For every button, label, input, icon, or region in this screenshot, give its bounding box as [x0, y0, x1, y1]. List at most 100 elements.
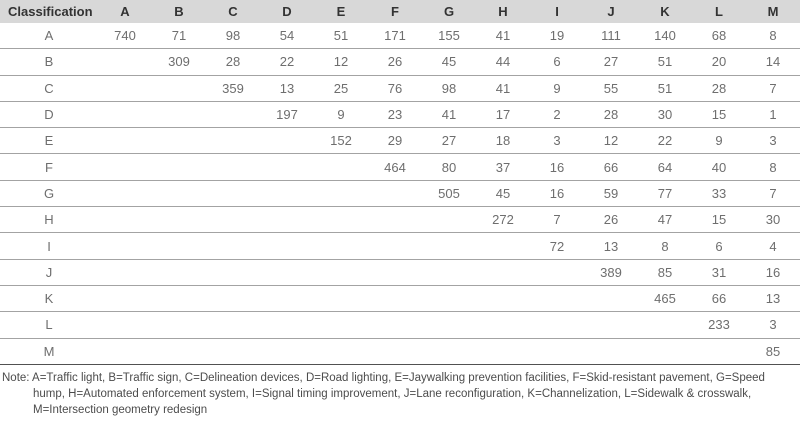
table-cell: 28 — [692, 75, 746, 102]
table-cell — [98, 285, 152, 313]
table-cell — [476, 338, 530, 364]
table-cell: 51 — [638, 48, 692, 76]
table-cell — [152, 311, 206, 339]
table-cell — [692, 338, 746, 364]
table-cell — [476, 311, 530, 339]
column-header-a: A — [98, 0, 152, 23]
table-cell: 26 — [368, 48, 422, 76]
table-cell: 30 — [638, 101, 692, 129]
table-row-a: A 740 71 98 54 51 171 155 41 19 111 140 68 8 — [0, 23, 800, 50]
table-cell: 140 — [638, 23, 692, 50]
table-row-d: D 197 9 23 41 17 2 28 30 15 1 — [0, 101, 800, 129]
table-cell: 6 — [692, 232, 746, 260]
table-cell: 41 — [476, 75, 530, 102]
table-cell: 22 — [260, 48, 314, 76]
table-cell: 26 — [584, 206, 638, 234]
table-cell: 59 — [584, 180, 638, 208]
table-cell — [152, 338, 206, 364]
table-cell: 8 — [746, 23, 800, 50]
row-label-j: J — [0, 259, 98, 286]
table-cell: 272 — [476, 206, 530, 234]
table-cell: 51 — [638, 75, 692, 102]
table-cell — [314, 311, 368, 339]
table-cell — [584, 311, 638, 339]
table-cell: 233 — [692, 311, 746, 339]
table-row-c: C 359 13 25 76 98 41 9 55 51 28 7 — [0, 75, 800, 102]
table-cell: 505 — [422, 180, 476, 208]
table-cell — [260, 153, 314, 181]
table-cell: 98 — [422, 75, 476, 102]
table-cell — [314, 338, 368, 364]
table-cell — [584, 285, 638, 313]
table-cell — [422, 338, 476, 364]
table-cell — [314, 285, 368, 313]
table-cell: 45 — [476, 180, 530, 208]
column-header-f: F — [368, 0, 422, 23]
table-cell — [368, 338, 422, 364]
table-cell: 111 — [584, 23, 638, 50]
table-cell: 22 — [638, 127, 692, 155]
table-cell — [422, 285, 476, 313]
table-cell: 29 — [368, 127, 422, 155]
table-cell — [206, 311, 260, 339]
column-header-h: H — [476, 0, 530, 23]
table-cell — [206, 285, 260, 313]
table-cell — [152, 259, 206, 286]
table-body: A 740 71 98 54 51 171 155 41 19 111 140 68 8 B 309 28 22 1… — [0, 23, 800, 364]
table-cell: 15 — [692, 101, 746, 129]
table-cell: 13 — [746, 285, 800, 313]
table-cell: 66 — [692, 285, 746, 313]
table-cell: 7 — [530, 206, 584, 234]
table-cell — [206, 206, 260, 234]
column-header-m: M — [746, 0, 800, 23]
column-header-classification: Classification — [0, 0, 98, 23]
row-label-l: L — [0, 311, 98, 339]
classification-matrix-table: Classification A B C D E F G H I J K L M A 740 71 98 54 51… — [0, 0, 800, 364]
table-cell — [314, 153, 368, 181]
table-cell — [638, 338, 692, 364]
table-cell: 40 — [692, 153, 746, 181]
table-cell: 85 — [638, 259, 692, 286]
table-cell: 2 — [530, 101, 584, 129]
table-cell: 68 — [692, 23, 746, 50]
column-header-e: E — [314, 0, 368, 23]
table-row-i: I 72 13 8 6 4 — [0, 232, 800, 260]
table-cell: 45 — [422, 48, 476, 76]
column-header-b: B — [152, 0, 206, 23]
table-cell — [98, 180, 152, 208]
table-cell: 51 — [314, 23, 368, 50]
table-cell: 85 — [765, 343, 781, 359]
table-cell — [476, 285, 530, 313]
table-cell: 98 — [206, 23, 260, 50]
table-cell: 389 — [584, 259, 638, 286]
table-cell — [98, 101, 152, 129]
table-cell — [152, 206, 206, 234]
table-cell — [368, 232, 422, 260]
table-cell — [422, 259, 476, 286]
table-cell: 17 — [476, 101, 530, 129]
table-cell — [260, 285, 314, 313]
table-row-f: F 464 80 37 16 66 64 40 8 — [0, 153, 800, 181]
table-cell — [368, 180, 422, 208]
classification-table-wrap: Classification A B C D E F G H I J K L M A 740 71 98 54 51… — [0, 0, 800, 365]
table-cell: 41 — [476, 23, 530, 50]
table-cell: 20 — [692, 48, 746, 76]
table-cell — [152, 232, 206, 260]
table-cell — [152, 127, 206, 155]
table-cell: 359 — [206, 75, 260, 102]
table-cell — [206, 232, 260, 260]
column-header-g: G — [422, 0, 476, 23]
table-cell: 23 — [368, 101, 422, 129]
table-cell — [638, 311, 692, 339]
row-label-c: C — [0, 75, 98, 102]
table-cell: 9 — [314, 101, 368, 129]
row-label-b: B — [0, 48, 98, 76]
row-label-k: K — [0, 285, 98, 313]
table-cell — [422, 206, 476, 234]
table-row-g: G 505 45 16 59 77 33 7 — [0, 180, 800, 208]
table-row-l: L 233 3 — [0, 311, 800, 339]
table-cell — [260, 311, 314, 339]
table-row-b: B 309 28 22 12 26 45 44 6 27 51 20 14 — [0, 48, 800, 76]
table-cell — [98, 75, 152, 102]
